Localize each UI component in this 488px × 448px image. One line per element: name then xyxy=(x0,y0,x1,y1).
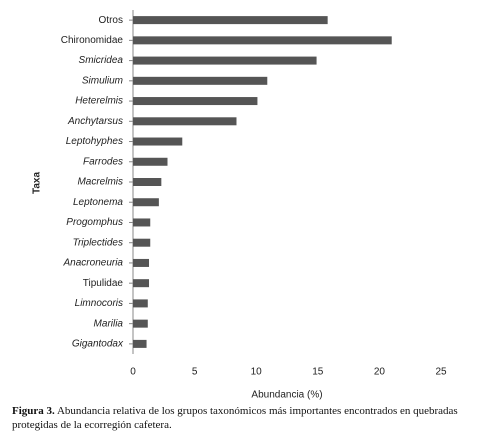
x-tick-label: 15 xyxy=(312,367,324,378)
x-tick-label: 0 xyxy=(130,367,136,378)
bar xyxy=(133,279,150,288)
y-tick-label: Anchytarsus xyxy=(67,116,123,127)
bar xyxy=(133,76,268,85)
bar xyxy=(133,258,150,267)
bar xyxy=(133,178,162,186)
x-tick-label: 20 xyxy=(374,367,386,378)
x-tick-label: 25 xyxy=(435,367,447,378)
x-tick-label: 5 xyxy=(192,367,198,378)
y-tick-label: Heterelmis xyxy=(75,96,123,107)
y-tick-label: Progomphus xyxy=(66,217,123,228)
bar xyxy=(133,339,147,348)
chart: Abundancia (%) Taxa 0 5 10 15 20 25 Otros Chiro… xyxy=(32,10,447,400)
y-tick-label: Chironomidae xyxy=(61,35,124,46)
bar xyxy=(133,218,151,227)
y-tick-label: Farrodes xyxy=(83,156,123,167)
y-tick-label: Otros xyxy=(99,15,123,26)
bar xyxy=(133,56,317,65)
x-axis-label: Abundancia (%) xyxy=(251,390,322,400)
y-tick-label: Gigantodax xyxy=(72,339,124,350)
bar xyxy=(133,117,237,126)
x-tick-label: 10 xyxy=(251,367,263,378)
bar xyxy=(133,157,168,166)
bar xyxy=(133,319,148,328)
bar xyxy=(133,238,151,247)
y-tick-label: Triplectides xyxy=(73,237,123,248)
y-tick-label: Simulium xyxy=(82,75,123,86)
y-tick-label: Limnocoris xyxy=(75,298,123,309)
y-tick-label: Anacroneuria xyxy=(63,258,124,269)
caption-label: Figura 3. xyxy=(12,405,55,417)
bar xyxy=(133,299,148,308)
caption: Figura 3. Abundancia relativa de los gru… xyxy=(12,404,480,432)
caption-text: Abundancia relativa de los grupos taxonó… xyxy=(12,405,458,431)
y-tick-label: Smicridea xyxy=(79,55,124,66)
bar xyxy=(133,198,159,207)
bar xyxy=(133,97,258,106)
y-axis-label: Taxa xyxy=(32,172,43,194)
y-tick-label: Leptohyphes xyxy=(66,136,123,147)
y-tick-label: Leptonema xyxy=(73,197,123,208)
bar xyxy=(133,16,328,25)
y-tick-label: Macrelmis xyxy=(77,177,123,188)
y-tick-label: Marilia xyxy=(94,318,124,329)
bar xyxy=(133,36,392,45)
bar xyxy=(133,137,183,146)
y-tick-label: Tipulidae xyxy=(83,278,124,289)
